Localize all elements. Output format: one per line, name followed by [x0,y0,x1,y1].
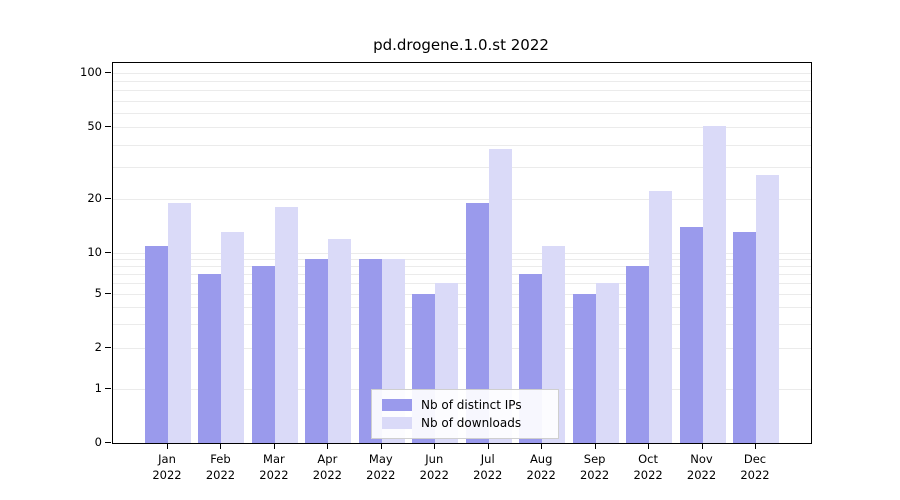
gridline [113,81,811,83]
gridline [113,198,811,200]
bar-dec-downloads [756,175,779,443]
bar-oct-downloads [649,191,673,443]
gridline [113,253,811,254]
x-tick-mark [541,443,543,449]
y-tick-label: 1 [94,381,102,395]
gridline [113,100,811,102]
gridline [113,144,811,146]
x-tick-label-dec: Dec 2022 [740,452,770,483]
y-tick-mark [105,252,111,253]
bar-apr-distinct-ips [305,259,329,443]
legend-item-downloads: Nb of downloads [382,414,548,432]
bar-feb-distinct-ips [198,274,222,443]
gridline [113,293,811,295]
y-tick-label: 10 [87,245,102,259]
y-tick-mark [105,126,111,128]
legend-label-distinct-ips: Nb of distinct IPs [421,398,522,412]
x-tick-mark [648,443,650,449]
x-tick-label-jun: Jun 2022 [419,452,449,483]
gridline [113,112,811,114]
y-tick-label: 5 [94,285,102,300]
x-tick-mark [701,443,703,449]
legend-swatch-distinct-ips [382,399,412,411]
x-tick-mark [167,443,168,449]
y-tick-mark [105,388,111,389]
x-tick-label-sep: Sep 2022 [579,452,610,483]
x-tick-label-apr: Apr 2022 [312,452,342,483]
x-tick-label-aug: Aug 2022 [526,452,556,483]
bar-jan-downloads [168,202,191,443]
x-tick-mark [380,443,382,449]
gridline [113,73,811,74]
x-tick-label-oct: Oct 2022 [633,452,663,483]
bar-feb-downloads [221,232,245,443]
bar-sep-downloads [595,283,619,443]
gridline [113,167,811,169]
bar-jan-distinct-ips [145,245,168,443]
bar-apr-downloads [328,238,352,443]
y-tick-label: 20 [87,190,102,205]
x-tick-mark [220,443,222,449]
y-tick-mark [105,197,111,199]
x-tick-label-jan: Jan 2022 [152,452,182,483]
bar-mar-distinct-ips [251,266,275,443]
x-tick-mark [487,443,489,449]
legend: Nb of distinct IPs Nb of downloads [371,389,559,439]
y-tick-label: 50 [87,119,102,134]
y-tick-mark [105,347,111,349]
x-tick-mark [434,443,436,449]
x-tick-label-feb: Feb 2022 [205,452,236,483]
gridline [113,307,811,309]
legend-label-downloads: Nb of downloads [421,416,522,430]
bar-mar-downloads [274,207,298,443]
legend-swatch-downloads [382,417,412,429]
x-tick-label-jul: Jul 2022 [473,452,503,483]
y-tick-mark [105,72,111,73]
x-tick-label-nov: Nov 2022 [686,452,717,483]
bar-oct-distinct-ips [626,266,650,443]
gridline [113,348,811,350]
y-tick-mark [105,442,111,443]
y-tick-mark [105,292,111,294]
gridline [113,90,811,92]
gridline [113,259,811,261]
x-tick-mark [594,443,596,449]
y-tick-label: 0 [94,435,102,449]
gridline [113,283,811,285]
bar-nov-downloads [702,125,726,443]
x-tick-mark [755,443,756,449]
gridline [113,266,811,268]
bar-dec-distinct-ips [733,232,756,443]
plot-area [112,62,812,444]
legend-item-distinct-ips: Nb of distinct IPs [382,396,548,414]
bar-jul-distinct-ips [465,202,489,443]
gridline [113,274,811,276]
bar-sep-distinct-ips [572,293,596,443]
bar-nov-distinct-ips [679,226,703,443]
bar-jul-downloads [488,148,512,443]
x-tick-label-may: May 2022 [366,452,396,483]
gridline [113,127,811,129]
y-tick-label: 100 [80,65,102,79]
x-tick-mark [273,443,275,449]
gridline [113,324,811,326]
y-tick-label: 2 [94,340,102,355]
chart-title: pd.drogene.1.0.st 2022 [373,36,549,54]
x-tick-mark [327,443,329,449]
x-tick-label-mar: Mar 2022 [259,452,289,483]
